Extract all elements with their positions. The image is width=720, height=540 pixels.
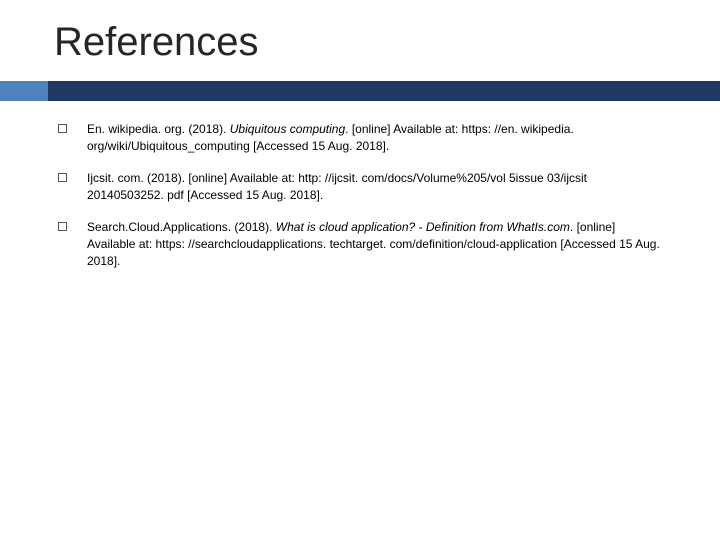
ref-prefix: En. wikipedia. org. (2018).: [87, 122, 230, 136]
ref-prefix: Search.Cloud.Applications. (2018).: [87, 220, 276, 234]
square-bullet-icon: [58, 124, 67, 133]
accent-block: [0, 81, 48, 101]
references-list: En. wikipedia. org. (2018). Ubiquitous c…: [50, 121, 670, 271]
square-bullet-icon: [58, 173, 67, 182]
reference-text: Ijcsit. com. (2018). [online] Available …: [87, 170, 662, 205]
reference-text: Search.Cloud.Applications. (2018). What …: [87, 219, 662, 271]
slide: References En. wikipedia. org. (2018). U…: [0, 0, 720, 540]
list-item: En. wikipedia. org. (2018). Ubiquitous c…: [58, 121, 662, 156]
ref-prefix: Ijcsit. com. (2018). [online] Available …: [87, 171, 587, 202]
list-item: Search.Cloud.Applications. (2018). What …: [58, 219, 662, 271]
ref-italic: What is cloud application? - Definition …: [276, 220, 570, 234]
square-bullet-icon: [58, 222, 67, 231]
page-title: References: [54, 20, 670, 65]
reference-text: En. wikipedia. org. (2018). Ubiquitous c…: [87, 121, 662, 156]
main-bar: [48, 81, 720, 101]
ref-italic: Ubiquitous computing: [230, 122, 345, 136]
title-divider: [0, 81, 720, 101]
list-item: Ijcsit. com. (2018). [online] Available …: [58, 170, 662, 205]
